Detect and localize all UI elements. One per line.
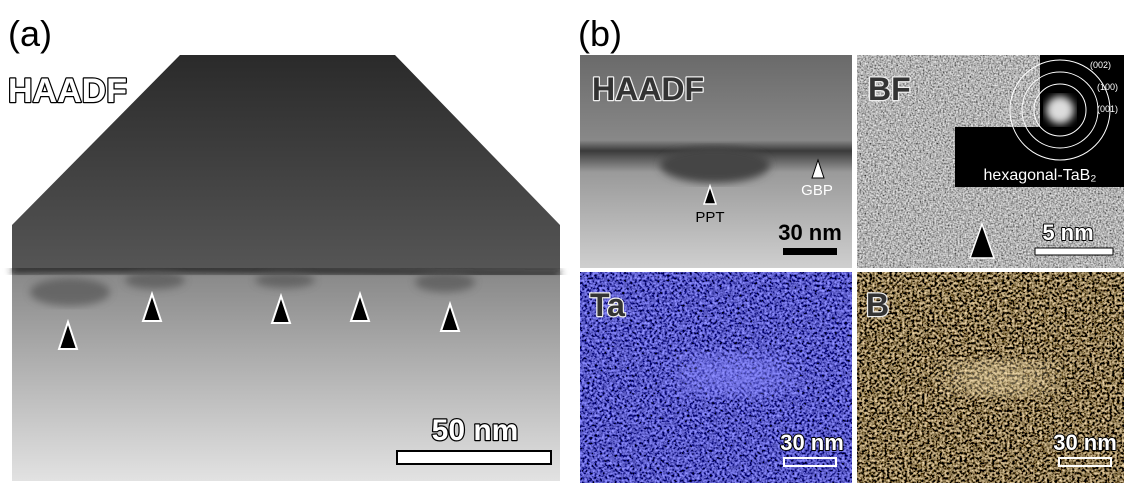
- page: (a) HAADF 50 nm (b) HAADF PPT GBP 30 nm …: [0, 0, 1126, 483]
- inset-caption: hexagonal-TaB₂: [984, 167, 1097, 184]
- subpanel-label: Ta: [590, 287, 625, 323]
- scale-bar: [1035, 248, 1113, 255]
- subpanel-label: B: [866, 287, 889, 323]
- fft-center: [1046, 96, 1074, 124]
- annotation: GBP: [801, 182, 833, 199]
- panel-label: (a): [8, 13, 52, 54]
- scale-bar-label: 30 nm: [1053, 430, 1117, 455]
- annotation: PPT: [695, 209, 724, 226]
- scale-bar-label: 5 nm: [1042, 220, 1093, 245]
- subpanel-label: HAADF: [592, 71, 704, 107]
- scale-bar-label: 30 nm: [778, 220, 842, 245]
- scale-bar: [783, 248, 837, 255]
- subpanel-label: BF: [868, 71, 911, 107]
- panel-label: (b): [578, 13, 622, 54]
- image-label: HAADF: [8, 72, 127, 110]
- scale-bar: [397, 451, 551, 464]
- b-enrichment: [945, 362, 1055, 394]
- scale-bar-label: 30 nm: [780, 430, 844, 455]
- scale-bar-label: 50 nm: [432, 414, 519, 447]
- figure: (a) HAADF 50 nm (b) HAADF PPT GBP 30 nm …: [0, 0, 1126, 483]
- ta-enrichment: [675, 355, 795, 395]
- ring-label: (001): [1097, 104, 1118, 114]
- precipitate: [660, 147, 770, 183]
- ring-label: (002): [1090, 60, 1111, 70]
- ring-label: (100): [1097, 82, 1118, 92]
